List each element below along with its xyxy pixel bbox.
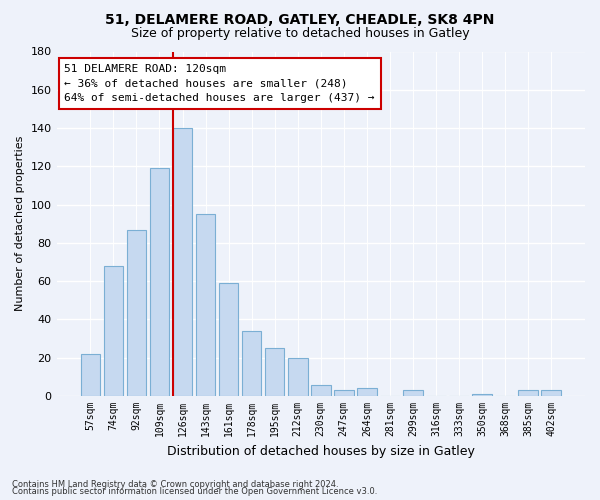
Bar [403, 390, 423, 396]
Bar [472, 394, 492, 396]
Bar [288, 358, 308, 396]
Bar [265, 348, 284, 396]
Bar [518, 390, 538, 396]
Text: 51, DELAMERE ROAD, GATLEY, CHEADLE, SK8 4PN: 51, DELAMERE ROAD, GATLEY, CHEADLE, SK8 … [106, 12, 494, 26]
Bar [80, 354, 100, 396]
Bar [334, 390, 353, 396]
Bar [127, 230, 146, 396]
X-axis label: Distribution of detached houses by size in Gatley: Distribution of detached houses by size … [167, 444, 475, 458]
Text: Size of property relative to detached houses in Gatley: Size of property relative to detached ho… [131, 28, 469, 40]
Bar [357, 388, 377, 396]
Text: Contains HM Land Registry data © Crown copyright and database right 2024.: Contains HM Land Registry data © Crown c… [12, 480, 338, 489]
Text: Contains public sector information licensed under the Open Government Licence v3: Contains public sector information licen… [12, 487, 377, 496]
Bar [196, 214, 215, 396]
Bar [219, 283, 238, 396]
Bar [104, 266, 123, 396]
Y-axis label: Number of detached properties: Number of detached properties [15, 136, 25, 312]
Bar [541, 390, 561, 396]
Text: 51 DELAMERE ROAD: 120sqm
← 36% of detached houses are smaller (248)
64% of semi-: 51 DELAMERE ROAD: 120sqm ← 36% of detach… [64, 64, 375, 103]
Bar [173, 128, 193, 396]
Bar [149, 168, 169, 396]
Bar [242, 331, 262, 396]
Bar [311, 384, 331, 396]
